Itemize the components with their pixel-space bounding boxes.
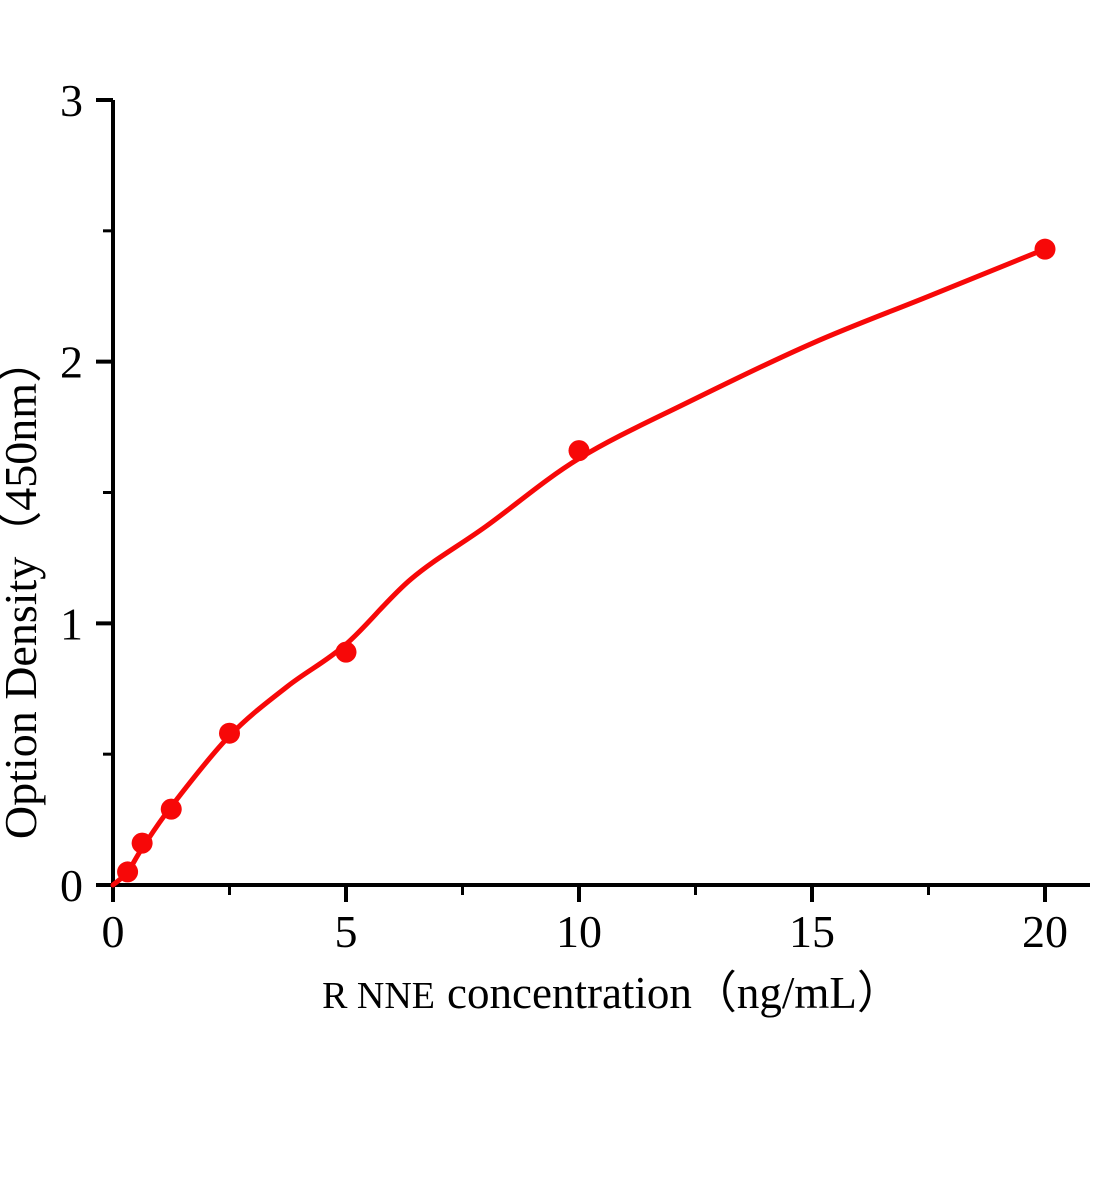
y-tick-label: 0: [60, 860, 83, 911]
data-point: [160, 798, 182, 820]
data-points-layer: [117, 238, 1056, 883]
tick-labels: 0 5 10 15 20 0 1 2 3: [60, 75, 1068, 957]
y-tick-label: 1: [60, 598, 83, 649]
data-point: [568, 440, 590, 462]
tick-marks: [96, 98, 1047, 902]
x-tick-label: 10: [556, 906, 602, 957]
fit-curve: [110, 246, 1048, 888]
y-axis-title: Option Density（450nm）: [0, 337, 46, 839]
x-tick-label: 15: [789, 906, 835, 957]
data-point: [131, 832, 153, 854]
axis-spines: [111, 100, 1090, 887]
x-axis-title: R NNE concentration（ng/mL）: [322, 968, 902, 1018]
data-point: [117, 861, 139, 883]
data-point: [335, 641, 357, 663]
data-point: [1034, 238, 1056, 260]
fit-curve-layer: [110, 246, 1048, 888]
x-tick-label: 5: [335, 906, 358, 957]
axes: [111, 100, 1090, 887]
x-axis-title-prefix: R NNE: [322, 975, 435, 1017]
y-tick-label: 2: [60, 337, 83, 388]
y-tick-label: 3: [60, 75, 83, 126]
x-tick-label: 0: [102, 906, 125, 957]
x-tick-label: 20: [1022, 906, 1068, 957]
x-axis-title-rest: concentration（ng/mL）: [447, 968, 902, 1018]
data-point: [219, 722, 240, 744]
